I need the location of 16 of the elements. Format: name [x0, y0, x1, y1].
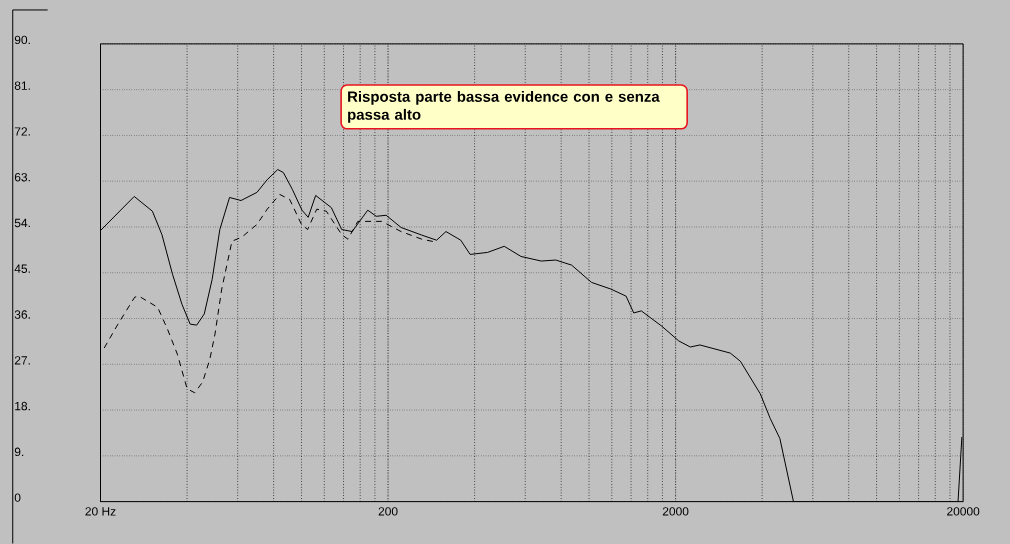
- y-tick-label: 18.: [15, 401, 30, 411]
- x-tick-label: 200: [378, 507, 398, 516]
- y-tick-label: 90.: [14, 35, 30, 45]
- annotation: Risposta parte bassa evidence con e senza passa alto: [348, 90, 660, 123]
- y-tick-label: 0: [14, 493, 21, 502]
- y-tick-label: 36.: [14, 310, 30, 319]
- y-tick-label: 81.: [14, 81, 30, 90]
- y-tick-label: 72.: [14, 127, 30, 136]
- y-tick-label: 45.: [14, 264, 30, 273]
- y-tick-label: 63.: [14, 172, 30, 182]
- y-tick-label: 54.: [14, 218, 30, 228]
- x-tick-label: 2000: [662, 507, 689, 516]
- y-tick-label: 9.: [14, 447, 24, 457]
- x-tick-label: 20000: [947, 507, 980, 516]
- y-tick-label: 27.: [14, 356, 30, 365]
- x-tick-label: 20 Hz: [85, 507, 116, 516]
